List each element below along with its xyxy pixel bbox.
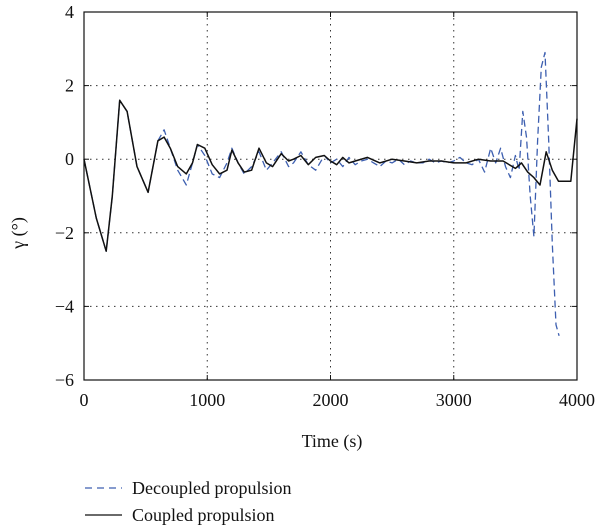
series-layer [83, 51, 578, 336]
x-tick-label: 3000 [436, 390, 472, 410]
y-tick-label: −4 [55, 296, 74, 316]
grid [84, 12, 577, 380]
y-tick-label: 0 [65, 149, 74, 169]
tick-labels: 0 1000 2000 3000 4000 −6 −4 −2 0 2 4 [55, 2, 595, 410]
ticks [83, 11, 578, 381]
y-tick-label: −6 [55, 370, 74, 390]
x-tick-label: 2000 [313, 390, 349, 410]
x-tick-label: 0 [80, 390, 89, 410]
series-line-coupled [83, 99, 578, 252]
y-tick-label: −2 [55, 223, 74, 243]
y-tick-label: 4 [65, 2, 74, 22]
y-axis-label: γ (°) [8, 217, 29, 250]
legend-label-coupled: Coupled propulsion [132, 505, 275, 525]
legend: Decoupled propulsion Coupled propulsion [85, 478, 291, 525]
x-tick-label: 1000 [189, 390, 225, 410]
series-line-decoupled [83, 51, 560, 336]
legend-label-decoupled: Decoupled propulsion [132, 478, 291, 498]
x-tick-label: 4000 [559, 390, 595, 410]
x-axis-label: Time (s) [302, 431, 363, 452]
y-tick-label: 2 [65, 76, 74, 96]
